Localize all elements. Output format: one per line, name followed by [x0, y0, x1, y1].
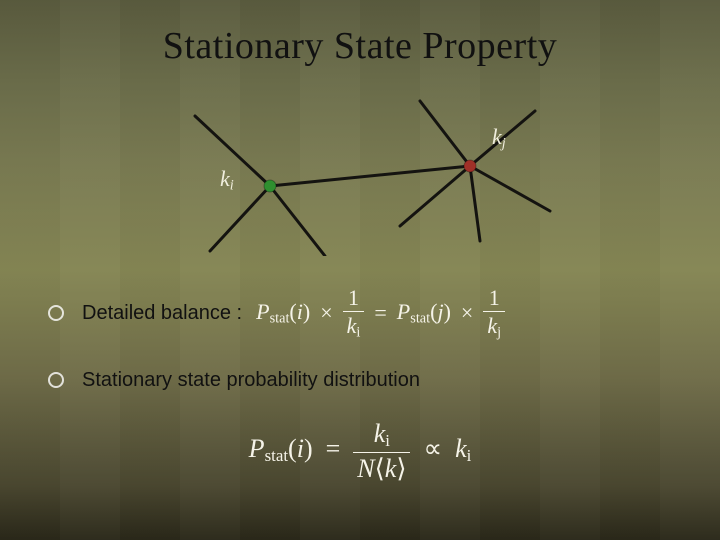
- node-label-j: kj: [492, 124, 506, 153]
- bullet-text: Detailed balance :: [82, 302, 242, 325]
- bullet-icon: [48, 305, 64, 321]
- graph-svg: [150, 96, 570, 256]
- eq-stationary-dist: Pstat(i) = ki N⟨k⟩ ∝ ki: [48, 420, 672, 482]
- bullet-detailed-balance: Detailed balance : Pstat(i) × 1 ki = Pst…: [48, 286, 672, 341]
- bullet-stationary-dist: Stationary state probability distributio…: [48, 369, 672, 392]
- slide: Stationary State Property ki kj Detailed …: [0, 0, 720, 540]
- bullet-icon: [48, 372, 64, 388]
- bullet-text: Stationary state probability distributio…: [82, 369, 420, 392]
- eq-detailed-balance: Pstat(i) × 1 ki = Pstat(j) × 1 kj: [256, 286, 505, 341]
- bullet-list: Detailed balance : Pstat(i) × 1 ki = Pst…: [48, 286, 672, 392]
- slide-title: Stationary State Property: [48, 24, 672, 68]
- graph-diagram: ki kj: [150, 96, 570, 256]
- node-label-i: ki: [220, 166, 234, 195]
